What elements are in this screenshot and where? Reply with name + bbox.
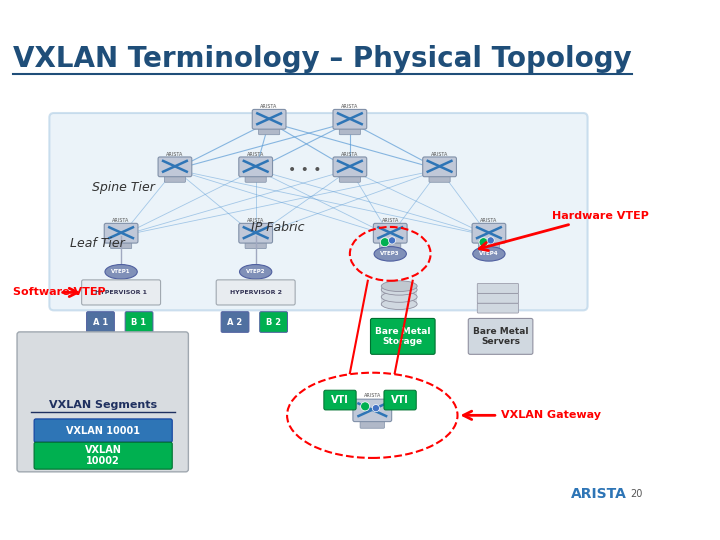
Text: ARISTA: ARISTA: [247, 152, 264, 157]
FancyBboxPatch shape: [353, 399, 392, 422]
Ellipse shape: [240, 265, 272, 279]
FancyBboxPatch shape: [164, 174, 186, 183]
FancyBboxPatch shape: [429, 174, 450, 183]
Text: VXLAN 10001: VXLAN 10001: [66, 426, 140, 436]
Text: A 2: A 2: [228, 318, 243, 327]
Text: Bare Metal
Servers: Bare Metal Servers: [473, 327, 528, 346]
Text: Bare Metal
Storage: Bare Metal Storage: [375, 327, 431, 346]
FancyBboxPatch shape: [111, 240, 132, 248]
Ellipse shape: [105, 265, 138, 279]
Circle shape: [372, 404, 379, 411]
Text: A 1: A 1: [93, 318, 108, 327]
FancyBboxPatch shape: [384, 390, 416, 410]
Ellipse shape: [382, 299, 417, 309]
FancyBboxPatch shape: [333, 157, 366, 177]
FancyBboxPatch shape: [371, 319, 435, 354]
FancyBboxPatch shape: [260, 312, 287, 332]
Text: ARISTA: ARISTA: [431, 152, 449, 157]
FancyBboxPatch shape: [472, 224, 505, 243]
FancyBboxPatch shape: [216, 280, 295, 305]
FancyBboxPatch shape: [339, 174, 361, 183]
Text: VXLAN
10002: VXLAN 10002: [85, 445, 122, 467]
FancyBboxPatch shape: [245, 240, 266, 248]
Text: VTI: VTI: [331, 395, 349, 405]
FancyBboxPatch shape: [86, 312, 114, 332]
Text: VXLAN Gateway: VXLAN Gateway: [464, 410, 600, 420]
Ellipse shape: [473, 247, 505, 261]
Circle shape: [487, 237, 495, 244]
Text: ARISTA: ARISTA: [341, 104, 359, 109]
FancyBboxPatch shape: [477, 293, 518, 303]
FancyBboxPatch shape: [34, 419, 172, 442]
FancyBboxPatch shape: [258, 126, 279, 134]
Text: 20: 20: [631, 489, 643, 500]
FancyBboxPatch shape: [17, 332, 189, 472]
FancyBboxPatch shape: [245, 174, 266, 183]
FancyBboxPatch shape: [221, 312, 249, 332]
FancyBboxPatch shape: [104, 224, 138, 243]
Text: HYPERVISOR 1: HYPERVISOR 1: [95, 290, 147, 295]
Text: Leaf Tier: Leaf Tier: [70, 237, 125, 249]
FancyBboxPatch shape: [34, 442, 172, 469]
Text: VTI: VTI: [391, 395, 409, 405]
FancyBboxPatch shape: [379, 240, 401, 248]
FancyBboxPatch shape: [239, 224, 273, 243]
Text: VTEP3: VTEP3: [380, 251, 400, 256]
Text: VXLAN Segments: VXLAN Segments: [49, 400, 157, 409]
FancyBboxPatch shape: [468, 319, 533, 354]
Text: ARISTA: ARISTA: [247, 218, 264, 223]
FancyBboxPatch shape: [360, 419, 384, 428]
Text: Spine Tier: Spine Tier: [91, 181, 154, 194]
Text: ARISTA: ARISTA: [571, 487, 627, 501]
FancyBboxPatch shape: [339, 126, 361, 134]
Ellipse shape: [374, 247, 406, 261]
Text: ARISTA: ARISTA: [166, 152, 184, 157]
Text: ARISTA: ARISTA: [261, 104, 278, 109]
Text: ARISTA: ARISTA: [112, 218, 130, 223]
FancyBboxPatch shape: [423, 157, 456, 177]
FancyBboxPatch shape: [478, 240, 500, 248]
Ellipse shape: [382, 292, 417, 302]
Text: VTEP2: VTEP2: [246, 269, 266, 274]
Text: ARISTA: ARISTA: [364, 394, 381, 399]
Circle shape: [388, 237, 395, 244]
FancyBboxPatch shape: [50, 113, 588, 310]
Text: B 1: B 1: [132, 318, 147, 327]
FancyBboxPatch shape: [477, 284, 518, 293]
Text: ARISTA: ARISTA: [341, 152, 359, 157]
Text: VTEP1: VTEP1: [112, 269, 131, 274]
Text: VXLAN Terminology – Physical Topology: VXLAN Terminology – Physical Topology: [14, 45, 632, 73]
Text: ARISTA: ARISTA: [480, 218, 498, 223]
Text: • • •: • • •: [288, 163, 322, 177]
Text: Software VTEP: Software VTEP: [14, 287, 106, 298]
Circle shape: [479, 238, 488, 247]
FancyBboxPatch shape: [158, 157, 192, 177]
Text: HYPERVISOR 2: HYPERVISOR 2: [230, 290, 282, 295]
Text: Hardware VTEP: Hardware VTEP: [480, 211, 649, 251]
Text: VTEP4: VTEP4: [479, 251, 499, 256]
FancyBboxPatch shape: [324, 390, 356, 410]
FancyBboxPatch shape: [374, 224, 407, 243]
FancyBboxPatch shape: [477, 303, 518, 313]
FancyBboxPatch shape: [125, 312, 153, 332]
Text: B 2: B 2: [266, 318, 282, 327]
FancyBboxPatch shape: [382, 286, 417, 306]
Circle shape: [380, 238, 390, 247]
Circle shape: [361, 402, 369, 411]
FancyBboxPatch shape: [239, 157, 273, 177]
Text: IP Fabric: IP Fabric: [251, 221, 305, 234]
Ellipse shape: [382, 285, 417, 295]
FancyBboxPatch shape: [252, 110, 286, 129]
FancyBboxPatch shape: [333, 110, 366, 129]
Text: ARISTA: ARISTA: [382, 218, 399, 223]
FancyBboxPatch shape: [81, 280, 161, 305]
Ellipse shape: [382, 281, 417, 292]
